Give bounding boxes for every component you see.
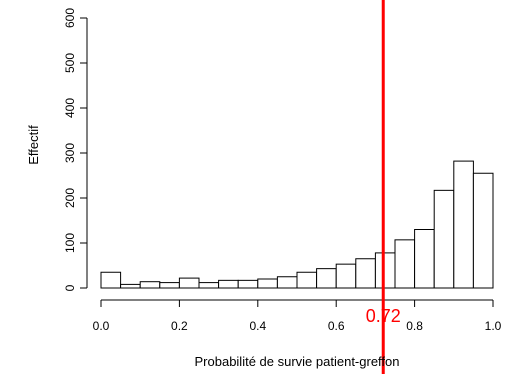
histogram-bar [472,172,494,289]
y-tick-label: 300 [63,143,77,163]
y-tick-label: 600 [63,8,77,28]
y-tick-label: 200 [63,188,77,208]
histogram-bar [198,282,220,289]
histogram-bar [316,268,337,289]
histogram-bar [296,271,318,289]
histogram-bar [120,283,141,289]
x-tick-label: 0.6 [328,319,345,333]
histogram-bar [433,189,455,289]
y-axis: 0 100 200 300 400 500 600 [63,8,88,291]
histogram-bar [159,282,180,289]
histogram-bar [218,279,239,289]
x-tick-label: 0.8 [406,319,423,333]
histogram-bar [355,258,376,289]
bars-layer [100,160,494,289]
x-tick-label: 0.4 [249,319,266,333]
histogram-bar [335,263,357,289]
x-tick-label: 0.0 [93,319,110,333]
x-axis: 0.0 0.2 0.4 0.6 0.8 1.0 [93,299,502,333]
x-axis-label: Probabilité de survie patient-greffon [195,354,400,369]
histogram-bar [394,239,416,289]
reference-line-layer: 0.72 [366,0,401,374]
y-tick-label: 100 [63,233,77,253]
histogram-bar [414,229,435,289]
x-tick-label: 1.0 [485,319,502,333]
histogram-bar [237,279,259,289]
histogram-bar [276,276,298,289]
reference-line-label: 0.72 [366,306,401,326]
histogram-bar [178,277,200,289]
y-tick-label: 400 [63,98,77,118]
y-tick-label: 500 [63,53,77,73]
histogram-bar [139,281,161,289]
y-tick-label: 0 [63,284,77,291]
histogram-bar [100,271,122,289]
x-tick-label: 0.2 [171,319,188,333]
y-axis-label: Effectif [26,125,41,165]
histogram-bar [374,252,396,289]
histogram-bar [257,278,278,289]
histogram-bar [453,160,474,289]
